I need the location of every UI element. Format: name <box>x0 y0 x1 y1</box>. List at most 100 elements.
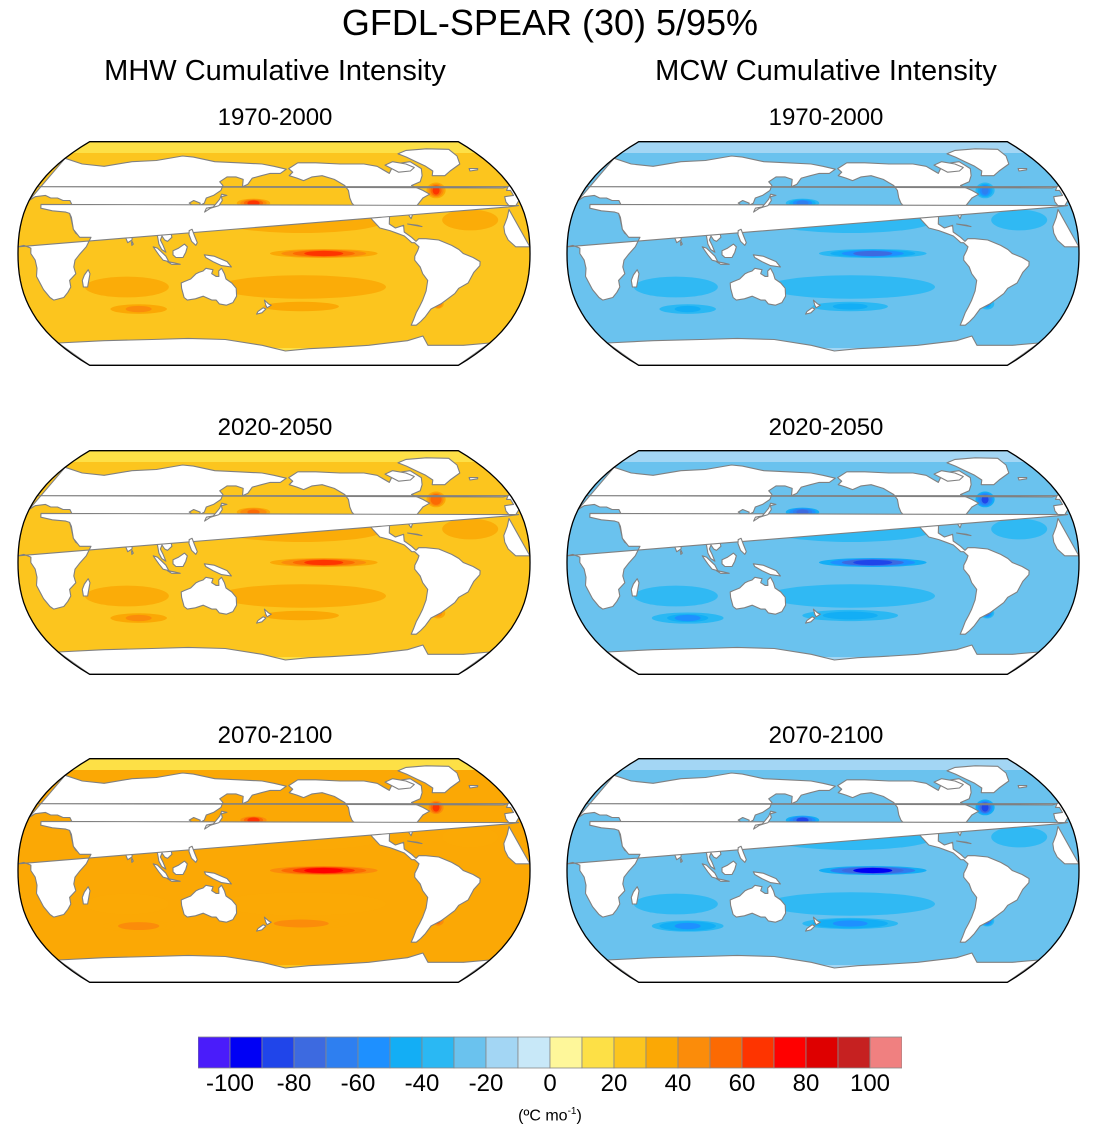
colorbar-tick-label: 60 <box>728 1070 756 1097</box>
ocean-field <box>832 612 868 619</box>
ocean-field <box>432 186 440 195</box>
landmass <box>585 186 1058 189</box>
landmass <box>933 778 964 790</box>
landmass <box>188 537 198 555</box>
landmass <box>407 532 423 537</box>
landmass <box>721 243 737 259</box>
landmass <box>468 168 479 172</box>
landmass <box>1017 785 1028 789</box>
landmass <box>1052 517 1079 557</box>
colorbar-swatch <box>741 1036 775 1069</box>
landmass <box>18 512 520 610</box>
colorbar-tick-label: 80 <box>792 1070 820 1097</box>
ocean-field <box>304 867 344 874</box>
landmass <box>729 884 787 923</box>
landmass <box>585 803 1058 806</box>
ocean-field <box>442 518 499 540</box>
ocean-field <box>442 209 499 231</box>
colorbar-swatch <box>549 1036 583 1069</box>
ocean-field <box>633 276 718 298</box>
ocean-field <box>18 450 530 462</box>
colorbar <box>198 1036 902 1069</box>
ocean-field <box>84 585 169 607</box>
mcw-map-2020-2050 <box>566 450 1080 675</box>
landmass <box>468 477 479 481</box>
panel-title-mhw-1: 1970-2000 <box>217 104 333 131</box>
ocean-field <box>218 275 387 299</box>
landmass <box>630 886 640 905</box>
landmass <box>166 878 181 882</box>
landmass <box>946 457 1010 486</box>
ocean-field <box>767 892 936 916</box>
landmass <box>812 608 821 618</box>
ocean-field <box>991 518 1048 540</box>
colorbar-swatch <box>709 1036 743 1069</box>
landmass <box>172 243 188 259</box>
landmass <box>131 857 134 863</box>
landmass <box>503 517 530 557</box>
mhw-map-2070-2100 <box>17 758 531 983</box>
colorbar-swatch <box>229 1036 263 1069</box>
colorbar-swatch <box>837 1036 871 1069</box>
ocean-field <box>674 614 701 622</box>
ocean-field <box>832 920 868 927</box>
landmass <box>256 307 267 315</box>
landmass <box>384 778 415 790</box>
ocean-field <box>991 209 1048 231</box>
ocean-field <box>283 303 319 310</box>
ocean-field <box>981 803 989 812</box>
panel-title-mcw-1: 1970-2000 <box>768 104 884 131</box>
colorbar-swatch <box>645 1036 679 1069</box>
ocean-field <box>125 922 152 930</box>
colorbar-tick-label: -40 <box>404 1070 440 1097</box>
colorbar-swatch <box>261 1036 295 1069</box>
ocean-field <box>567 141 1079 153</box>
ocean-field <box>283 920 319 927</box>
landmass <box>384 161 415 173</box>
landmass <box>737 537 747 555</box>
colorbar-swatch <box>293 1036 327 1069</box>
landmass <box>680 240 683 246</box>
ocean-field <box>853 250 893 257</box>
landmass <box>397 148 461 177</box>
landmass <box>805 924 816 932</box>
landmass <box>180 267 238 306</box>
landmass <box>256 924 267 932</box>
landmass <box>166 261 181 265</box>
landmass <box>729 576 787 615</box>
landmass <box>204 193 228 213</box>
landmass <box>721 552 737 568</box>
panel-title-mcw-3: 2070-2100 <box>768 722 884 749</box>
ocean-field <box>125 614 152 622</box>
ocean-field <box>674 305 701 313</box>
ocean-field <box>125 305 152 313</box>
panel-title-mhw-3: 2070-2100 <box>217 722 333 749</box>
mcw-map-1970-2000 <box>566 141 1080 366</box>
landmass <box>203 871 232 885</box>
ocean-field <box>981 495 989 504</box>
ocean-field <box>853 559 893 566</box>
ocean-field <box>304 559 344 566</box>
ocean-field <box>767 275 936 299</box>
landmass <box>81 886 91 905</box>
colorbar-swatch <box>613 1036 647 1069</box>
landmass <box>812 299 821 309</box>
colorbar-swatch <box>198 1036 231 1069</box>
colorbar-swatch <box>773 1036 807 1069</box>
colorbar-swatch <box>517 1036 551 1069</box>
colorbar-swatch <box>581 1036 615 1069</box>
landmass <box>131 240 134 246</box>
landmass <box>18 203 520 301</box>
landmass <box>1052 208 1079 248</box>
landmass <box>630 269 640 288</box>
landmass <box>715 261 730 265</box>
ocean-field <box>767 584 936 608</box>
landmass <box>933 161 964 173</box>
ocean-field <box>432 495 440 504</box>
landmass <box>1017 477 1028 481</box>
figure-title: GFDL-SPEAR (30) 5/95% <box>341 2 759 43</box>
landmass <box>753 502 777 522</box>
colorbar-swatch <box>485 1036 519 1069</box>
landmass <box>131 549 134 555</box>
landmass <box>204 502 228 522</box>
